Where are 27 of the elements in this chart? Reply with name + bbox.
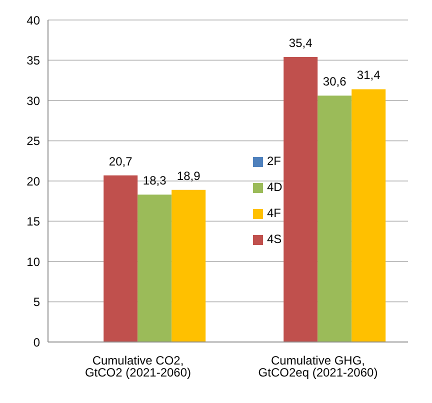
bar	[318, 96, 352, 342]
y-tick-label: 40	[26, 13, 40, 28]
data-label: 35,4	[288, 36, 313, 50]
y-tick-label: 25	[26, 134, 40, 148]
y-tick-label: 20	[26, 174, 40, 188]
y-tick-label: 0	[33, 335, 40, 350]
legend-label: 4F	[267, 206, 282, 220]
bar	[138, 194, 172, 342]
data-label: 31,4	[356, 68, 381, 82]
x-tick-label: Cumulative CO2, GtCO2 (2021-2060)	[84, 354, 192, 380]
bar	[104, 175, 138, 342]
y-tick-label: 5	[33, 295, 40, 310]
y-tick-label: 15	[26, 214, 40, 229]
data-label: 18,3	[142, 174, 167, 188]
bar	[352, 89, 386, 342]
y-tick-label: 30	[26, 94, 40, 108]
data-label: 18,9	[176, 168, 201, 183]
data-label: 20,7	[108, 154, 133, 168]
legend-label: 2F	[267, 154, 282, 168]
x-tick-label: Cumulative GHG, GtCO2eq (2021-2060)	[258, 354, 378, 380]
legend-label: 4S	[267, 232, 282, 246]
data-label: 30,6	[322, 74, 347, 89]
bar	[284, 57, 318, 342]
y-tick-label: 35	[26, 54, 40, 68]
legend-label: 4D	[267, 180, 282, 194]
y-tick-label: 10	[26, 254, 40, 269]
bar	[172, 190, 206, 342]
